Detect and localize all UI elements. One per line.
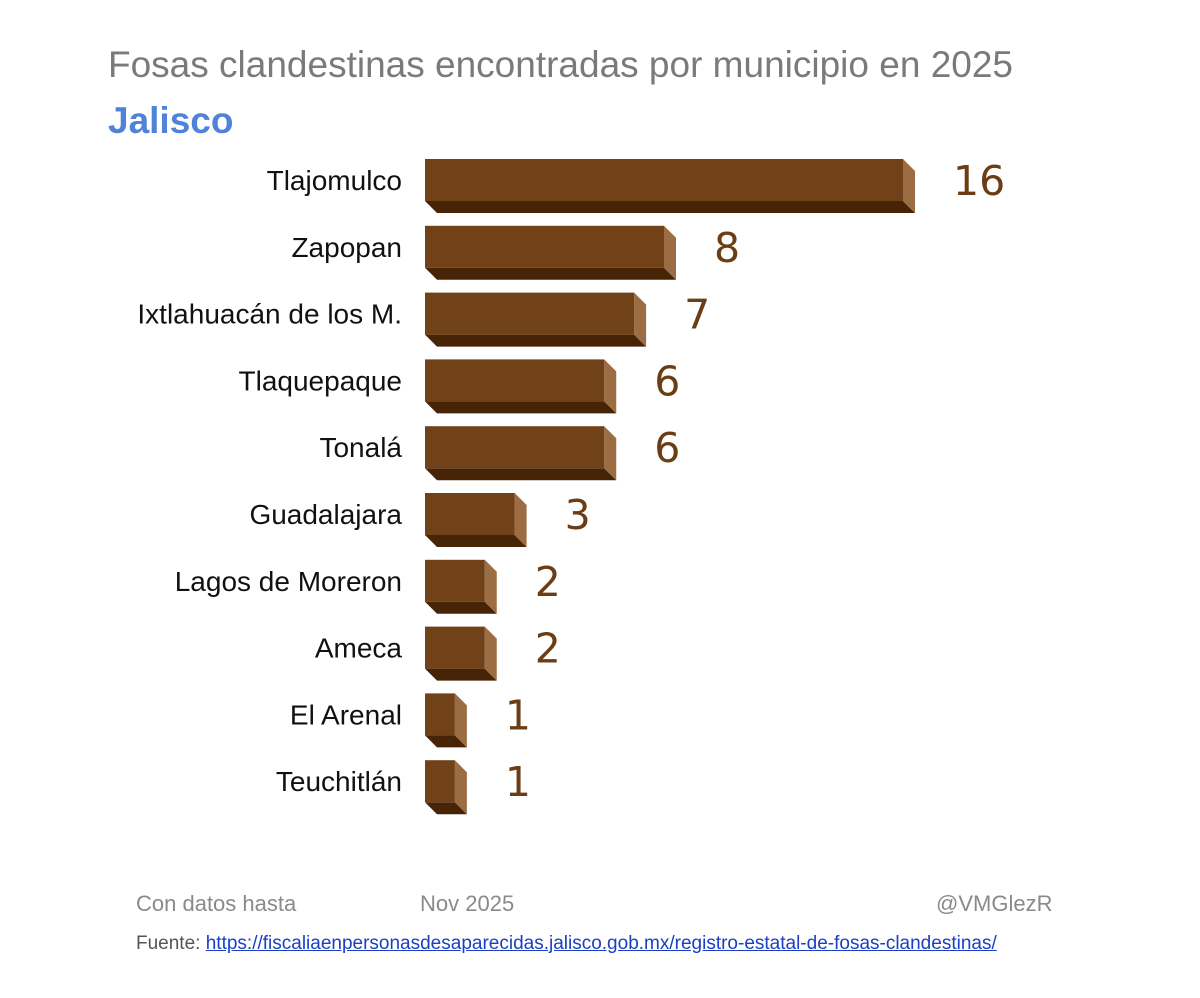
bar-side-tlajomulco [903, 159, 915, 213]
bar-side-ixtlahuacan-de-los-m [634, 292, 647, 347]
bar-bottom-teuchitlan [425, 802, 467, 815]
category-label-tonala: Tonalá [319, 432, 402, 463]
bar-bottom-zapopan [425, 267, 676, 280]
bar-ameca [425, 626, 485, 669]
bar-teuchitlan [425, 760, 455, 803]
bar-side-ameca [484, 626, 497, 681]
category-label-teuchitlan: Teuchitlán [276, 766, 402, 797]
bar-side-guadalajara [514, 493, 527, 547]
value-label-tlajomulco: 16 [953, 157, 1005, 205]
bar-bottom-ameca [425, 668, 497, 681]
category-label-zapopan: Zapopan [291, 232, 402, 263]
bar-tonala [425, 426, 605, 469]
source-label: Fuente: [136, 933, 201, 954]
value-label-el-arenal: 1 [505, 691, 531, 739]
bar-side-zapopan [664, 225, 676, 280]
category-label-tlajomulco: Tlajomulco [267, 165, 402, 196]
category-label-ixtlahuacan-de-los-m: Ixtlahuacán de los M. [137, 299, 402, 330]
bar-tlajomulco [425, 159, 903, 201]
bar-tlaquepaque [425, 359, 605, 402]
chart-title: Fosas clandestinas encontradas por munic… [108, 44, 1014, 85]
data-through-date: Nov 2025 [420, 891, 515, 916]
value-label-guadalajara: 3 [565, 491, 591, 539]
bar-side-tlaquepaque [604, 359, 617, 414]
bar-bottom-tlajomulco [425, 201, 915, 213]
bar-bottom-ixtlahuacan-de-los-m [425, 334, 647, 347]
category-label-el-arenal: El Arenal [290, 699, 402, 730]
bar-side-lagos-de-moreron [484, 559, 497, 614]
bar-guadalajara [425, 493, 515, 535]
value-label-lagos-de-moreron: 2 [535, 558, 561, 606]
data-through-label: Con datos hasta [136, 891, 297, 916]
value-label-zapopan: 8 [714, 224, 740, 272]
category-label-lagos-de-moreron: Lagos de Moreron [175, 566, 402, 597]
value-label-ameca: 2 [535, 625, 561, 673]
bar-lagos-de-moreron [425, 559, 485, 602]
value-label-ixtlahuacan-de-los-m: 7 [684, 291, 710, 339]
bar-bottom-guadalajara [425, 535, 527, 547]
category-label-ameca: Ameca [315, 633, 403, 664]
source-line: Fuente: https://fiscaliaenpersonasdesapa… [136, 933, 997, 955]
bar-side-tonala [604, 426, 617, 481]
bar-bottom-tlaquepaque [425, 401, 617, 414]
author-handle: @VMGlezR [936, 891, 1053, 916]
value-label-teuchitlan: 1 [505, 758, 531, 806]
bar-el-arenal [425, 693, 455, 736]
chart-subtitle: Jalisco [108, 100, 234, 141]
value-label-tlaquepaque: 6 [654, 357, 680, 405]
bar-bottom-lagos-de-moreron [425, 601, 497, 614]
bar-ixtlahuacan-de-los-m [425, 292, 635, 335]
bar-bottom-el-arenal [425, 735, 467, 748]
category-label-guadalajara: Guadalajara [249, 499, 402, 530]
category-label-tlaquepaque: Tlaquepaque [239, 365, 402, 396]
bar-side-el-arenal [454, 693, 467, 748]
bar-bottom-tonala [425, 468, 617, 481]
source-link[interactable]: https://fiscaliaenpersonasdesaparecidas.… [205, 933, 997, 954]
bar-side-teuchitlan [454, 760, 467, 815]
bar-zapopan [425, 225, 664, 268]
value-label-tonala: 6 [654, 424, 680, 472]
